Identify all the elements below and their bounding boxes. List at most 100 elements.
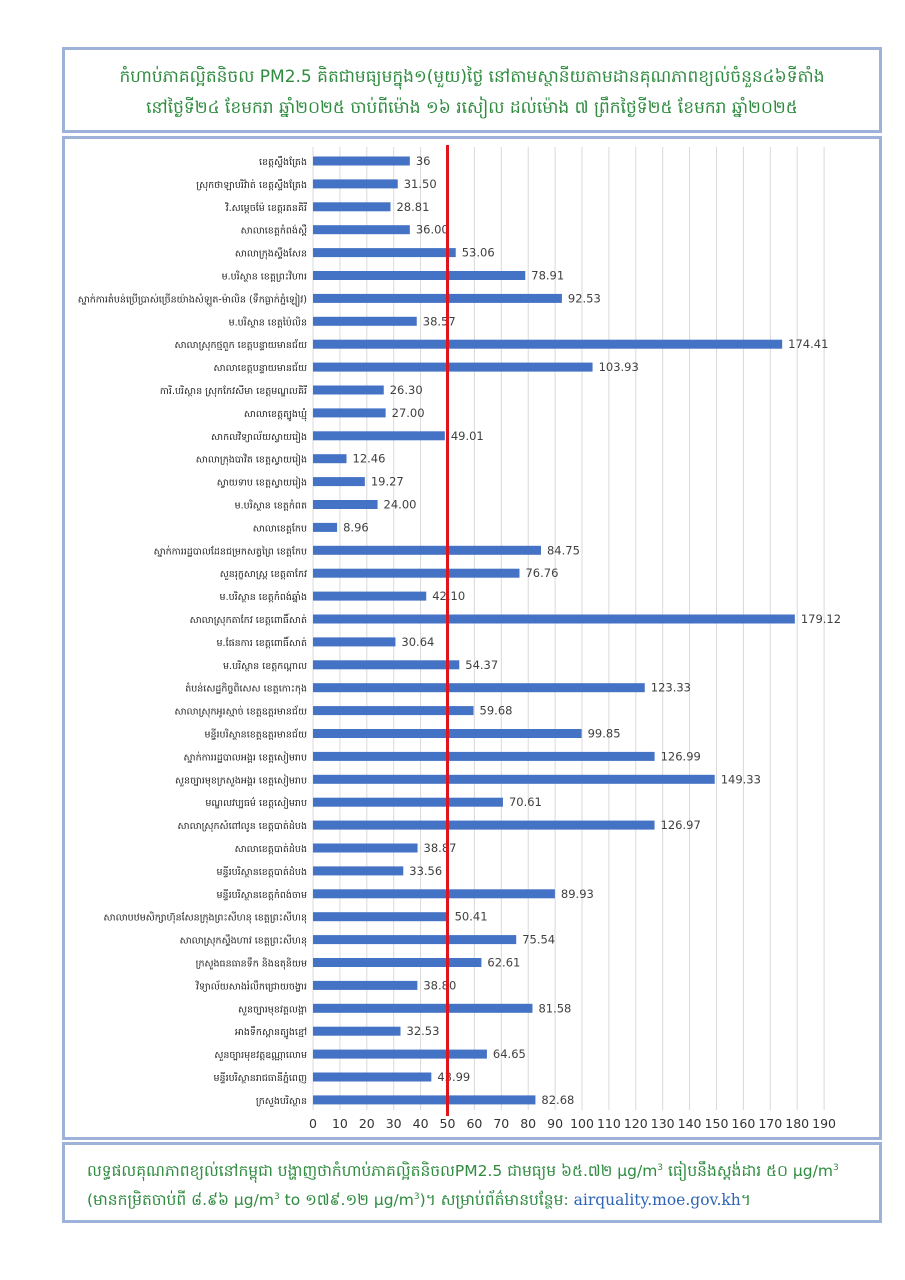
bar-value-label: 27.00 <box>392 406 425 420</box>
bar-value-label: 38.87 <box>424 841 457 855</box>
bar <box>313 316 417 326</box>
bar-value-label: 62.61 <box>487 956 520 970</box>
bar <box>313 935 517 945</box>
category-label: ម.ផែនការ ខេត្តពោធិ៍សាត់ <box>217 636 307 649</box>
chart-title-line1: កំហាប់ភាគល្អិតនិចល PM2.5 គិតជាមធ្យមក្នុង… <box>119 67 825 87</box>
bar <box>313 751 655 761</box>
x-tick-label: 20 <box>359 1116 375 1131</box>
bar-value-label: 24.00 <box>384 498 417 512</box>
x-tick-label: 90 <box>547 1116 563 1131</box>
bar-value-label: 53.06 <box>462 246 495 260</box>
bar <box>313 683 645 693</box>
category-label: ម.បរិស្ថាន ខេត្តប៉ៃលិន <box>229 315 307 328</box>
bar-value-label: 179.12 <box>801 612 841 626</box>
summary-sup-1: 3 <box>657 1162 664 1173</box>
category-label: សួនច្បារមុខក្រសួងអង្គរ ខេត្តសៀមរាប <box>175 773 307 787</box>
category-label: ស្នាក់ការតំបន់ប្រើប្រាស់ច្រើនយ៉ាងសំឡូត-ម… <box>78 292 307 307</box>
bar-value-label: 70.61 <box>509 795 542 809</box>
category-label: មន្ទីរបរិស្ថានរាជធានីភ្នំពេញ <box>214 1071 307 1084</box>
bar <box>313 500 378 509</box>
category-label: ស្នាក់ការរដ្ឋបាលអង្គរ ខេត្តសៀមរាប <box>184 750 307 764</box>
bar-value-label: 82.68 <box>541 1093 574 1107</box>
bar <box>313 843 418 853</box>
category-label: ស្នាក់ការរដ្ឋបាលដែនជម្រកសត្វព្រៃ ខេត្តកែ… <box>154 544 307 557</box>
bar-value-label: 76.76 <box>525 566 558 580</box>
category-label: ម.បរិស្ថាន ខេត្តព្រះវិហារ <box>222 270 307 283</box>
bar-value-label: 75.54 <box>522 933 555 947</box>
summary-text-5: )។ សម្រាប់ព័ត៌មានបន្ថែម: <box>419 1191 574 1209</box>
bar-value-label: 38.57 <box>423 314 456 328</box>
bar <box>313 454 347 464</box>
chart-box: 36 ខេត្តស្ទឹងត្រែង 31.50 ស្រុកថាឡាបរិវ៉ាត់ … <box>62 136 882 1140</box>
x-tick-label: 190 <box>812 1116 836 1131</box>
category-label: មណ្ឌលវប្បធម៌ ខេត្តសៀមរាប <box>205 796 307 810</box>
category-label: វិ.សម្តេចម៉ែ ខេត្តរតនគិរី <box>225 201 307 214</box>
category-label: ម.បរិស្ថាន ខេត្តកណ្តាល <box>223 659 307 672</box>
category-label: ម.បរិស្ថាន ខេត្តកំពត <box>235 499 307 512</box>
summary-sup-4: 3 <box>413 1191 420 1202</box>
category-label: សាលាស្រុកអូរស្មាច់ ខេត្តឧត្តរមានជ័យ <box>175 705 308 719</box>
bar <box>313 271 526 280</box>
bar-value-label: 59.68 <box>480 704 513 718</box>
bar-value-label: 32.53 <box>407 1024 440 1038</box>
category-label: សាលាក្រុងស្ទឹងសែន <box>235 247 307 261</box>
x-tick-label: 80 <box>520 1116 536 1131</box>
x-tick-label: 60 <box>466 1116 482 1131</box>
bar <box>313 248 456 258</box>
x-tick-label: 180 <box>785 1116 809 1131</box>
category-label: សួនរុក្ខសាស្ត្រ ខេត្តតាកែវ <box>220 568 307 581</box>
summary-box: លទ្ធផលគុណភាពខ្យល់នៅកម្ពុជា បង្ហាញថាកំហាប… <box>62 1142 882 1223</box>
bar-value-label: 19.27 <box>371 475 404 489</box>
bar-value-label: 103.93 <box>599 360 639 374</box>
bar <box>313 912 449 922</box>
bar-value-label: 174.41 <box>788 337 828 351</box>
x-tick-label: 170 <box>758 1116 782 1131</box>
bar-value-label: 123.33 <box>651 681 691 695</box>
x-tick-label: 10 <box>332 1116 348 1131</box>
bar <box>313 293 562 303</box>
category-label: សាលាខេត្តត្បូងឃ្មុំ <box>244 407 307 422</box>
bar <box>313 866 404 876</box>
bar <box>313 1003 533 1013</box>
x-tick-label: 140 <box>678 1116 702 1131</box>
category-label: សាលាស្រុកថ្មពួក ខេត្តបន្ទាយមានជ័យ <box>175 338 308 352</box>
bar-value-label: 38.80 <box>423 978 456 992</box>
x-tick-label: 40 <box>413 1116 429 1131</box>
website-link[interactable]: airquality.moe.gov.kh <box>573 1191 741 1209</box>
bar-value-label: 30.64 <box>401 635 434 649</box>
category-label: សាលាខេត្តកំពង់ស្ពឺ <box>241 224 307 237</box>
category-label: សួនច្បារមុខវត្តឧណ្ណាលោម <box>214 1050 307 1062</box>
x-tick-label: 0 <box>309 1116 317 1131</box>
category-label: ការិ.បរិស្ថាន ស្រុកកែវសីមា ខេត្តមណ្ឌលគិរ… <box>160 384 307 398</box>
x-tick-label: 30 <box>386 1116 402 1131</box>
bar <box>313 660 460 670</box>
x-tick-label: 150 <box>705 1116 729 1131</box>
bar-value-label: 31.50 <box>404 177 437 191</box>
category-label: មន្ទីរបរិស្ថានខេត្តបាត់ដំបង <box>217 865 307 878</box>
summary-text-end: ។ <box>740 1191 751 1209</box>
bar-value-label: 28.81 <box>396 200 429 214</box>
bar <box>313 179 398 189</box>
summary-sup-2: 3 <box>832 1162 839 1173</box>
bar <box>313 339 783 349</box>
summary-text-1: លទ្ធផលគុណភាពខ្យល់នៅកម្ពុជា បង្ហាញថាកំហាប… <box>87 1162 658 1180</box>
bar <box>313 958 482 967</box>
bar <box>313 431 445 441</box>
bar <box>313 1049 487 1059</box>
bar-value-label: 12.46 <box>353 452 386 466</box>
bar <box>313 889 555 899</box>
bar-value-label: 99.85 <box>588 727 621 741</box>
bar-value-label: 8.96 <box>343 520 369 534</box>
x-tick-label: 130 <box>651 1116 675 1131</box>
category-label: វិទ្យាល័យសាងរំលឹកជ្រោយចង្វារ <box>195 979 307 992</box>
bar <box>313 385 384 395</box>
bar-value-label: 49.01 <box>451 429 484 443</box>
bar <box>313 202 391 212</box>
summary-text-2: ធៀបនឹងស្តង់ដារ ៥០ µg/m <box>663 1162 833 1180</box>
bar-value-label: 81.58 <box>538 1001 571 1015</box>
summary-text-3: (មានកម្រិតចាប់ពី ៨.៩៦ µg/m <box>87 1191 274 1209</box>
bar-value-label: 89.93 <box>561 887 594 901</box>
bar-chart: 36 ខេត្តស្ទឹងត្រែង 31.50 ស្រុកថាឡាបរិវ៉ាត់ … <box>78 145 841 1131</box>
bar-value-label: 149.33 <box>721 772 761 786</box>
bar <box>313 545 541 555</box>
